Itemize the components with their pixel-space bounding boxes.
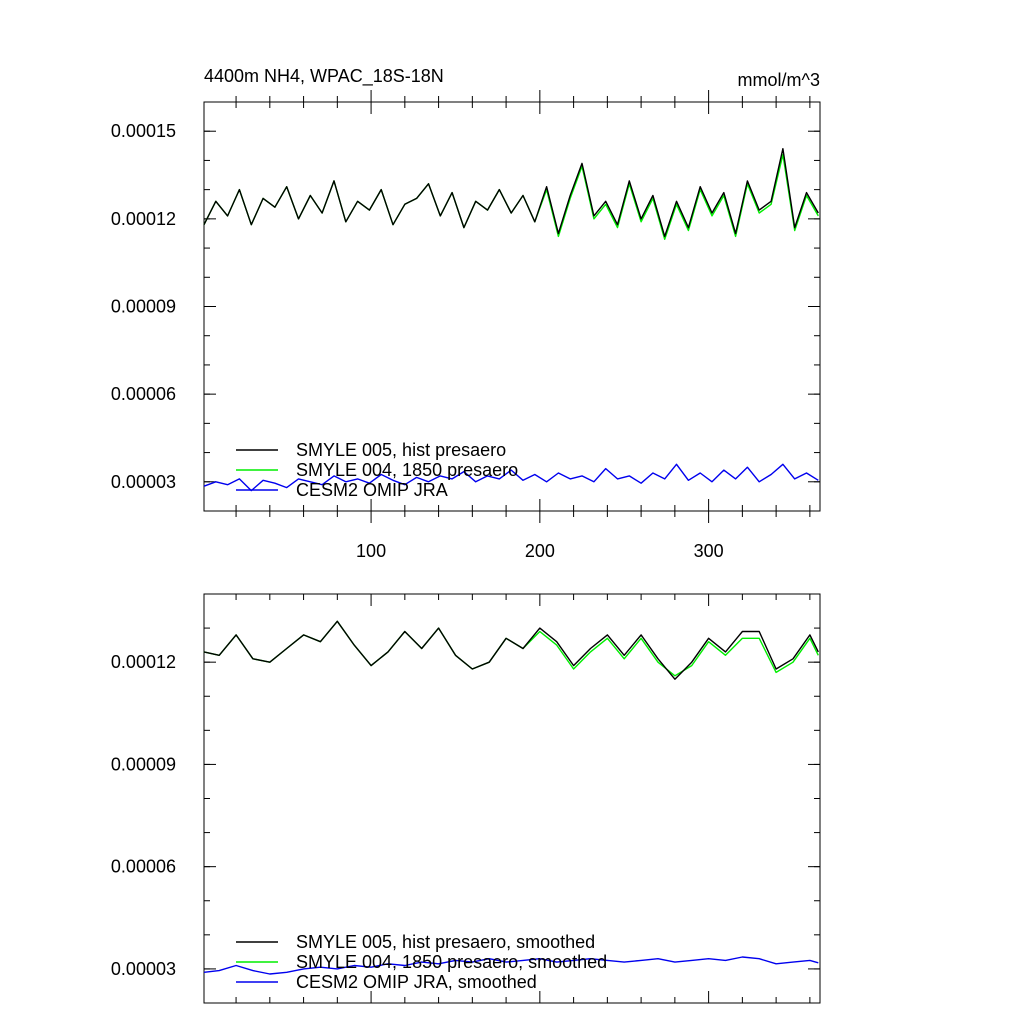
y-tick-label: 0.00006 (111, 857, 176, 877)
top-panel: 0.00003 0.00006 0.00009 0.00012 0.00015 100 20… (111, 90, 821, 561)
y-tick-label: 0.00009 (111, 297, 176, 317)
legend-label-omip: CESM2 OMIP JRA, smoothed (296, 972, 537, 992)
legend-label-omip: CESM2 OMIP JRA (296, 480, 448, 500)
series-line-hist (203, 620, 819, 680)
series-line-presaero_1850 (203, 620, 819, 677)
units-label: mmol/m^3 (738, 70, 820, 90)
bottom-panel: 0.00003 0.00006 0.00009 0.00012 SMYLE 005, h… (111, 593, 821, 1004)
x-tick-label: 300 (694, 541, 724, 561)
series-line-omip (203, 956, 819, 975)
series-line-omip (203, 463, 819, 492)
series-line-hist (203, 147, 819, 238)
y-tick-label: 0.00012 (111, 209, 176, 229)
y-tick-label: 0.00003 (111, 959, 176, 979)
y-tick-label: 0.00003 (111, 472, 176, 492)
series-line-presaero_1850 (203, 153, 819, 241)
y-tick-label: 0.00015 (111, 121, 176, 141)
y-tick-label: 0.00006 (111, 384, 176, 404)
legend-label-presaero_1850: SMYLE 004, 1850 presaero, smoothed (296, 952, 607, 972)
legend-label-hist: SMYLE 005, hist presaero, smoothed (296, 932, 595, 952)
x-tick-label: 100 (356, 541, 386, 561)
figure-title: 4400m NH4, WPAC_18S-18N (204, 66, 444, 87)
legend-label-hist: SMYLE 005, hist presaero (296, 440, 506, 460)
y-tick-label: 0.00012 (111, 652, 176, 672)
y-tick-label: 0.00009 (111, 754, 176, 774)
x-tick-label: 200 (525, 541, 555, 561)
legend-label-presaero_1850: SMYLE 004, 1850 presaero (296, 460, 518, 480)
